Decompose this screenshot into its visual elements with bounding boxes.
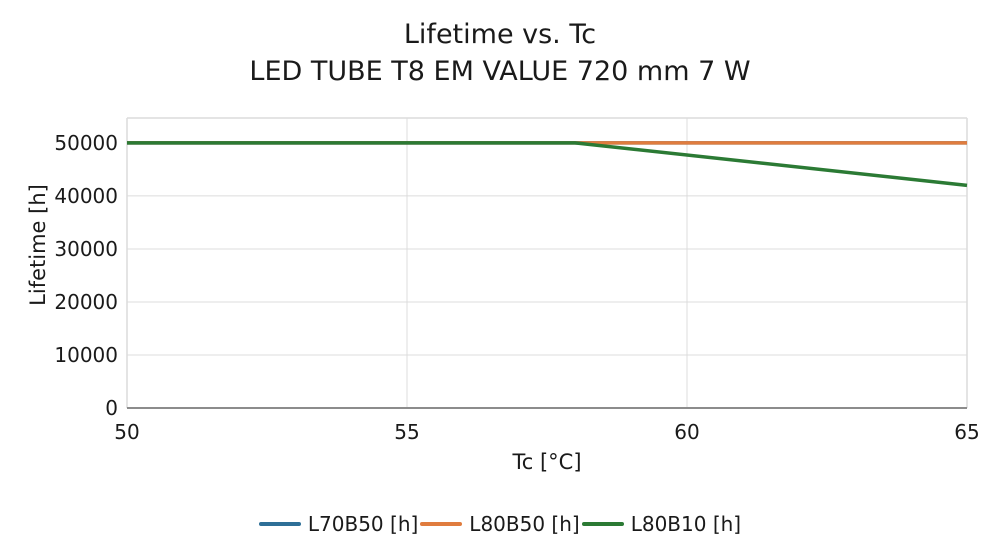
x-tick-label: 50 xyxy=(114,420,139,444)
y-tick-label: 20000 xyxy=(54,290,118,314)
x-tick-label: 55 xyxy=(394,420,419,444)
x-axis-title: Tc [°C] xyxy=(512,450,582,474)
legend-item-l80b50: L80B50 [h] xyxy=(420,512,580,536)
y-tick-label: 0 xyxy=(105,396,118,420)
x-tick-label: 60 xyxy=(674,420,699,444)
chart-subtitle: LED TUBE T8 EM VALUE 720 mm 7 W xyxy=(249,56,751,87)
legend-item-l80b10: L80B10 [h] xyxy=(581,512,742,536)
legend-line-swatch-l80b50 xyxy=(420,522,463,526)
chart-title-block: Lifetime vs. Tc LED TUBE T8 EM VALUE 720… xyxy=(0,16,1000,90)
legend-label-l70b50: L70B50 [h] xyxy=(307,512,419,536)
legend-label-l80b10: L80B10 [h] xyxy=(630,512,742,536)
legend: L70B50 [h] L80B50 [h] L80B10 [h] xyxy=(0,512,1000,536)
legend-line-swatch-l70b50 xyxy=(258,522,301,526)
series-line-l80b10-h xyxy=(127,141,968,188)
legend-item-l70b50: L70B50 [h] xyxy=(258,512,419,536)
y-tick-label: 30000 xyxy=(54,237,118,261)
chart-title: Lifetime vs. Tc xyxy=(403,19,597,50)
legend-label-l80b50: L80B50 [h] xyxy=(469,512,580,536)
y-tick-label: 10000 xyxy=(54,343,118,367)
y-tick-label: 40000 xyxy=(54,184,118,208)
y-tick-label: 50000 xyxy=(54,131,118,155)
y-axis-title: Lifetime [h] xyxy=(26,184,50,306)
x-tick-label: 65 xyxy=(954,420,979,444)
legend-line-swatch-l80b10 xyxy=(581,522,624,526)
